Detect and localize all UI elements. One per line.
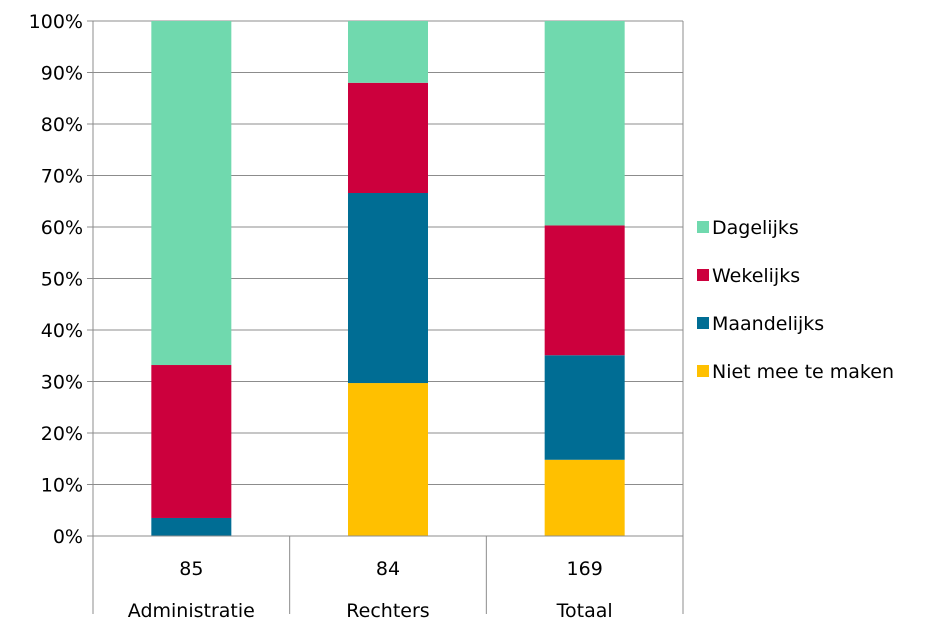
bar-segment bbox=[348, 383, 428, 536]
legend-swatch bbox=[697, 317, 709, 329]
legend-label: Wekelijks bbox=[712, 265, 800, 287]
bar-segment bbox=[544, 459, 625, 536]
legend-swatch bbox=[697, 269, 709, 281]
bars bbox=[151, 21, 625, 536]
y-tick-label: 40% bbox=[41, 320, 83, 342]
y-tick-label: 20% bbox=[41, 423, 83, 445]
legend-label: Maandelijks bbox=[712, 313, 824, 335]
category-name-label: Totaal bbox=[556, 600, 613, 618]
legend-swatch bbox=[697, 365, 709, 377]
y-axis-tick-labels: 0% 10% 20% 30% 40% 50% 60% 70% 80% 90% 100% bbox=[29, 11, 83, 548]
y-tick-label: 80% bbox=[41, 114, 83, 136]
y-tick-label: 100% bbox=[29, 11, 83, 33]
y-tick-label: 60% bbox=[41, 217, 83, 239]
bar-segment bbox=[151, 21, 232, 366]
axes bbox=[87, 20, 684, 614]
legend-label: Niet mee te maken bbox=[712, 361, 894, 383]
category-count-label: 84 bbox=[376, 558, 400, 580]
y-tick-label: 0% bbox=[53, 526, 83, 548]
bar-segment bbox=[544, 225, 625, 356]
category-name-label: Administratie bbox=[128, 600, 255, 618]
legend: Dagelijks Wekelijks Maandelijks Niet mee te… bbox=[697, 217, 894, 383]
bar-segment bbox=[544, 355, 625, 460]
legend-swatch bbox=[697, 221, 709, 233]
category-name-label: Rechters bbox=[346, 600, 429, 618]
bar-segment bbox=[544, 21, 625, 226]
y-tick-label: 50% bbox=[41, 269, 83, 291]
x-axis-categories: 85 Administratie 84 Rechters 169 Totaal bbox=[128, 558, 613, 618]
y-tick-label: 70% bbox=[41, 166, 83, 188]
bar-segment bbox=[348, 82, 428, 194]
bar-segment bbox=[348, 193, 428, 384]
bar-segment bbox=[151, 517, 232, 536]
y-tick-label: 10% bbox=[41, 475, 83, 497]
bar-segment bbox=[151, 365, 232, 518]
y-tick-label: 30% bbox=[41, 372, 83, 394]
bar-segment bbox=[348, 21, 428, 83]
category-count-label: 85 bbox=[179, 558, 203, 580]
y-tick-label: 90% bbox=[41, 63, 83, 85]
legend-label: Dagelijks bbox=[712, 217, 799, 239]
category-count-label: 169 bbox=[567, 558, 603, 580]
